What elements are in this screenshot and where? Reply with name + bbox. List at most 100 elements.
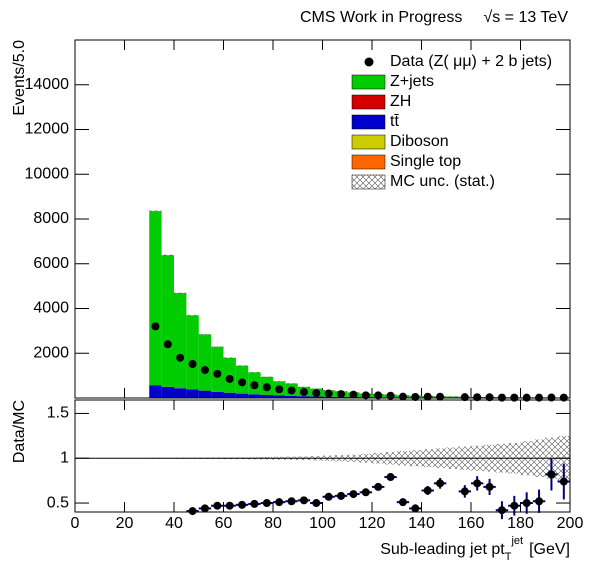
hist-segment <box>310 396 323 398</box>
legend-swatch <box>351 94 386 110</box>
x-tick-label: 100 <box>309 515 336 532</box>
data-point <box>411 392 420 401</box>
legend-swatch <box>351 174 386 190</box>
data-point <box>324 389 333 398</box>
ratio-point <box>238 500 247 509</box>
ratio-point <box>386 473 395 482</box>
mc-unc-band <box>260 376 273 378</box>
legend-label: Single top <box>390 153 461 170</box>
ratio-point <box>423 486 432 495</box>
ratio-point <box>398 498 407 507</box>
data-point <box>275 385 284 394</box>
hist-segment <box>186 315 199 390</box>
ratio-point <box>460 487 469 496</box>
x-tick-label: 160 <box>458 515 485 532</box>
mc-unc-band <box>297 386 311 388</box>
legend-label: Data (Z( μμ) + 2 b jets) <box>390 53 552 70</box>
ratio-point <box>275 498 284 507</box>
hist-segment <box>149 211 162 386</box>
ratio-point <box>312 499 321 508</box>
data-point <box>473 393 482 402</box>
x-tick-label: 140 <box>408 515 435 532</box>
legend-label: Z+jets <box>390 73 434 90</box>
x-label-main: Sub-leading jet pt <box>380 541 505 558</box>
ratio-point <box>262 499 271 508</box>
ratio-point <box>535 497 544 506</box>
hist-segment <box>198 334 212 391</box>
ratio-point <box>497 506 506 515</box>
ratio-point <box>225 501 234 510</box>
ratio-point <box>510 501 519 510</box>
data-point <box>262 383 271 392</box>
frame <box>74 39 571 399</box>
mc-unc-band <box>235 365 249 367</box>
data-point <box>423 392 432 401</box>
legend-label: MC unc. (stat.) <box>390 173 495 190</box>
y-tick-label: 1 <box>60 449 69 466</box>
mc-unc-band <box>161 254 174 256</box>
legend-swatch <box>351 154 386 170</box>
y-tick-label: 10000 <box>25 165 70 182</box>
hist-segment <box>235 393 249 398</box>
mc-unc-band <box>186 314 199 316</box>
ratio-point <box>250 499 259 508</box>
frame <box>74 399 571 513</box>
data-point <box>200 366 209 375</box>
y-label: Events/5.0 <box>11 40 28 116</box>
data-point <box>361 391 370 400</box>
mc-unc-band <box>285 383 298 385</box>
hist-segment <box>223 392 236 398</box>
data-point <box>163 340 172 349</box>
energy-label: √s = 13 TeV <box>483 9 568 26</box>
x-label-sup: jet <box>510 535 523 547</box>
data-point <box>176 353 185 362</box>
x-tick-label: 200 <box>557 515 584 532</box>
hist-segment <box>186 389 199 398</box>
legend-marker <box>364 57 374 67</box>
mc-unc-band <box>310 388 323 390</box>
data-point <box>188 359 197 368</box>
legend-swatch <box>351 134 386 150</box>
data-point <box>398 392 407 401</box>
mc-unc-band <box>211 346 224 348</box>
x-tick-label: 180 <box>507 515 534 532</box>
mc-unc-band <box>248 372 261 374</box>
mc-unc-band <box>174 292 187 294</box>
x-tick-label: 40 <box>165 515 183 532</box>
hist-segment <box>211 346 224 392</box>
data-point <box>250 381 259 390</box>
x-tick-label: 80 <box>264 515 282 532</box>
ratio-point <box>559 477 568 486</box>
y-tick-label: 4000 <box>33 300 69 317</box>
hist-segment <box>273 395 286 398</box>
hist-segment <box>285 395 298 398</box>
data-point <box>287 386 296 395</box>
legend-label: ZH <box>390 93 411 110</box>
legend-swatch <box>351 74 386 90</box>
data-point <box>485 393 494 402</box>
x-tick-label: 120 <box>359 515 386 532</box>
legend-label: tt̄ <box>390 113 399 130</box>
mc-unc-band <box>198 333 212 335</box>
data-point <box>312 389 321 398</box>
x-tick-label: 20 <box>116 515 134 532</box>
x-label: Sub-leading jet ptTjet [GeV] <box>380 535 570 563</box>
ratio-point <box>473 479 482 488</box>
ratio-point <box>188 507 197 516</box>
x-tick-label: 0 <box>71 515 80 532</box>
y-tick-label: 2000 <box>33 344 69 361</box>
ratio-point <box>324 492 333 501</box>
legend-swatch <box>351 114 386 130</box>
ratio-point <box>200 504 209 513</box>
data-point <box>349 390 358 399</box>
title: CMS Work in Progress <box>300 9 462 26</box>
hist-segment <box>161 255 174 387</box>
data-point <box>299 388 308 397</box>
ratio-point <box>287 497 296 506</box>
hist-segment <box>198 390 212 398</box>
data-point <box>374 391 383 400</box>
ratio-y-label: Data/MC <box>11 400 28 463</box>
ratio-point <box>213 501 222 510</box>
hist-segment <box>248 394 261 398</box>
